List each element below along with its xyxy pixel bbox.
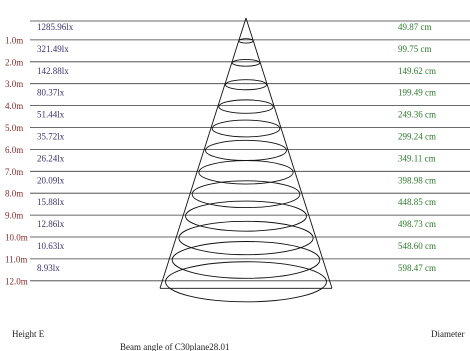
height-label-4: 4.0m	[5, 101, 23, 111]
beam-ellipse-12	[166, 262, 327, 302]
beam-ellipse-8	[192, 181, 300, 208]
cone-left-edge	[160, 18, 246, 288]
lux-label-3: 142.88lx	[37, 66, 69, 76]
lux-label-9: 15.88lx	[37, 197, 65, 207]
height-label-7: 7.0m	[5, 167, 23, 177]
beam-ellipse-2	[232, 59, 260, 66]
beam-ellipse-6	[206, 140, 287, 160]
diameter-label-11: 548.60 cm	[398, 241, 436, 251]
lux-label-1: 1285.96lx	[37, 22, 74, 32]
height-label-3: 3.0m	[5, 79, 23, 89]
diameter-label-12: 598.47 cm	[398, 263, 436, 273]
lux-label-7: 26.24lx	[37, 153, 65, 163]
beam-ellipse-3	[226, 80, 267, 90]
lux-label-2: 321.49lx	[37, 44, 69, 54]
diameter-label-10: 498.73 cm	[398, 219, 436, 229]
diameter-label-9: 448.85 cm	[398, 197, 436, 207]
diameter-label-8: 398.98 cm	[398, 175, 436, 185]
height-label-10: 10.0m	[5, 233, 28, 243]
lux-label-5: 51.44lx	[37, 110, 65, 120]
lux-label-6: 35.72lx	[37, 132, 65, 142]
height-label-12: 12.0m	[5, 276, 28, 286]
diameter-label-4: 199.49 cm	[398, 88, 436, 98]
height-label-9: 9.0m	[5, 211, 23, 221]
diameter-label-3: 149.62 cm	[398, 66, 436, 76]
diameter-label-2: 99.75 cm	[398, 44, 432, 54]
beam-ellipse-10	[179, 221, 313, 254]
beam-ellipse-11	[172, 242, 320, 279]
height-label-5: 5.0m	[5, 123, 23, 133]
height-label-8: 8.0m	[5, 189, 23, 199]
diameter-label: Diameter	[431, 329, 464, 339]
height-label-2: 2.0m	[5, 57, 23, 67]
diameter-label-5: 249.36 cm	[398, 110, 436, 120]
beam-ellipse-4	[219, 100, 273, 113]
height-label-11: 11.0m	[5, 254, 27, 264]
beam-ellipse-5	[212, 120, 280, 137]
diameter-label-6: 299.24 cm	[398, 132, 436, 142]
beam-ellipse-9	[186, 201, 307, 231]
diameter-label-1: 49.87 cm	[398, 22, 432, 32]
height-e-label: Height E	[12, 329, 45, 339]
beam-angle-label: Beam angle of C30plane28.01	[120, 342, 229, 351]
lux-label-12: 8.93lx	[37, 263, 60, 273]
lux-label-8: 20.09lx	[37, 175, 65, 185]
lux-label-11: 10.63lx	[37, 241, 65, 251]
cone-right-edge	[246, 18, 332, 288]
lux-label-4: 80.37lx	[37, 88, 65, 98]
height-label-1: 1.0m	[5, 35, 23, 45]
lux-label-10: 12.86lx	[37, 219, 65, 229]
height-label-6: 6.0m	[5, 145, 23, 155]
beam-ellipse-1	[239, 39, 253, 43]
diameter-label-7: 349.11 cm	[398, 153, 436, 163]
